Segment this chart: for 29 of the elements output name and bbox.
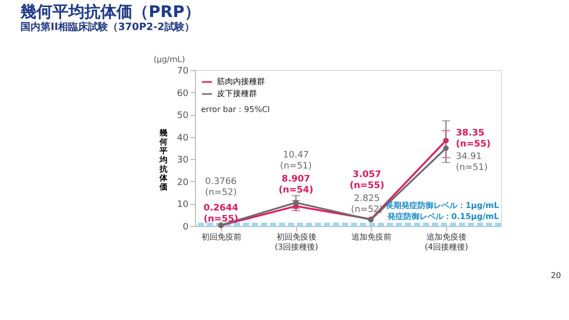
text: 国内第II相臨床試験（370P2-2試験） [20, 21, 194, 33]
text: (μg/mL) [154, 55, 185, 64]
y-tick-label: 20 [177, 178, 189, 188]
y-tick-label: 10 [177, 200, 189, 210]
x-tick-label: 初回免疫前 [201, 232, 242, 242]
x-tick-label: 追加免疫前 [351, 232, 392, 242]
x-tick-label: 追加免疫後 (4回接種後) [424, 232, 468, 252]
y-tick-label: 50 [177, 111, 189, 122]
chart-title: 幾何平均抗体価（PRP） [20, 2, 200, 21]
data-label: 10.47 (n=51) [280, 150, 312, 172]
x-tick-label: 初回免疫後 (3回接種後) [274, 232, 318, 252]
legend-label: 筋肉内接種群 [217, 77, 265, 86]
text: 20 [550, 271, 561, 280]
y-axis-title: 幾何平均抗体価 [158, 128, 168, 192]
data-label: 38.35 (n=55) [456, 128, 491, 150]
data-label: 8.907 (n=54) [278, 174, 314, 196]
ref-line-label: 長期発症防御レベル：1μg/mL [384, 201, 499, 210]
data-label: 34.91 (n=51) [456, 152, 488, 174]
data-label: 3.057 (n=55) [350, 170, 384, 192]
ref-line-label: 発症防御レベル：0.15μg/mL [386, 212, 499, 221]
data-label: 0.2644 (n=55) [204, 203, 238, 224]
y-tick-label: 70 [177, 66, 189, 76]
y-tick-label: 40 [177, 133, 189, 144]
y-tick-label: 60 [177, 88, 189, 99]
legend-label: 皮下接種群 [217, 89, 257, 98]
annotation: error bar：95%CI [201, 105, 270, 114]
data-label: 0.3766 (n=52) [205, 177, 237, 198]
y-tick-label: 0 [182, 222, 189, 232]
y-tick-label: 30 [177, 156, 189, 166]
